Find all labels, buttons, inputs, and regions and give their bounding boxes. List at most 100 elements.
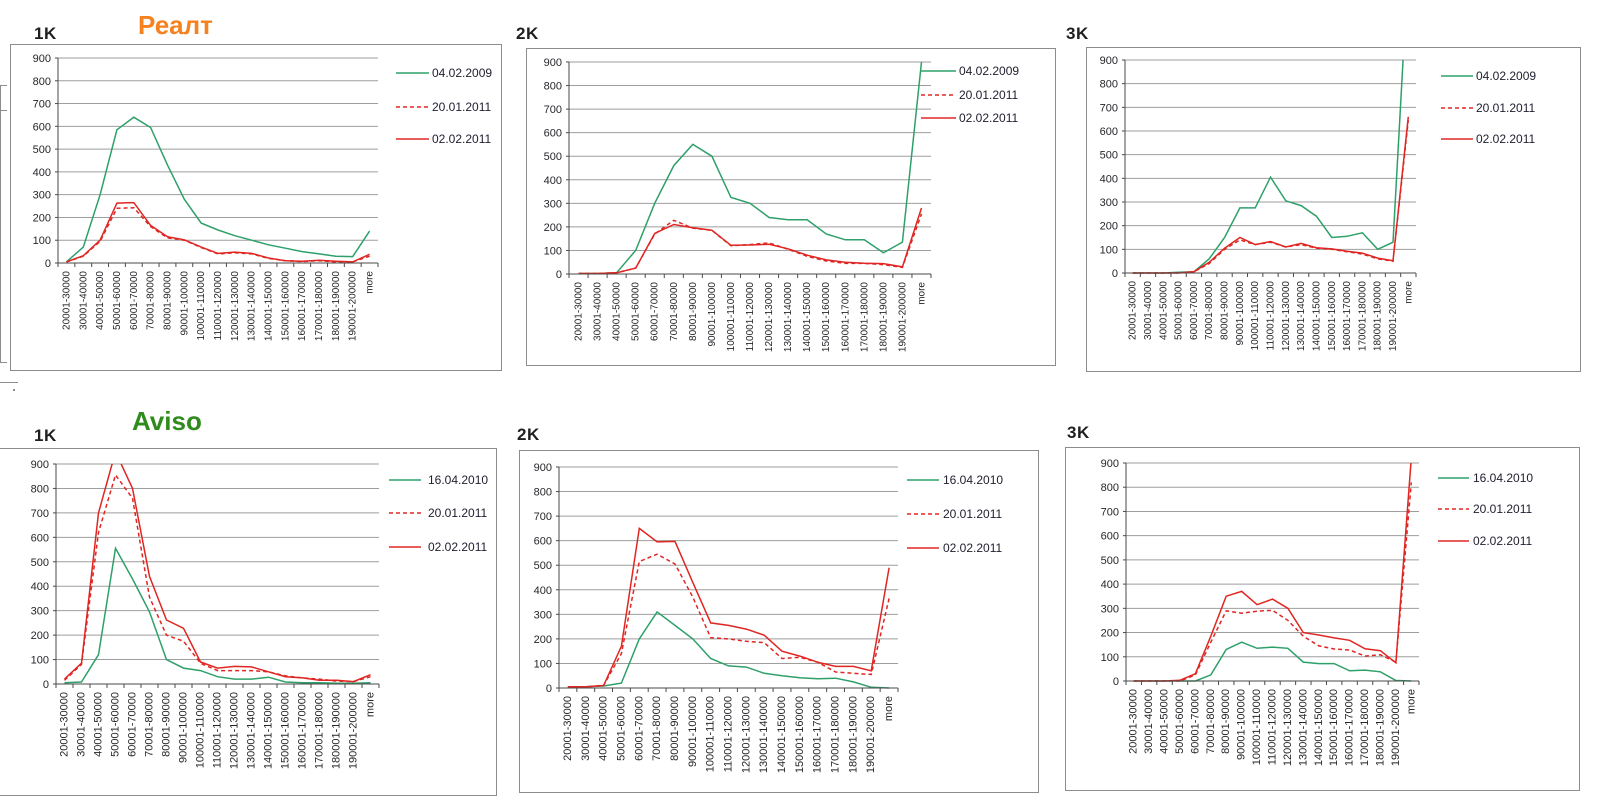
series-line-16.04.2010 bbox=[64, 546, 371, 685]
x-axis-label: 180001-190000 bbox=[1374, 689, 1386, 766]
x-axis-label: 120001-130000 bbox=[740, 696, 752, 773]
y-axis-label: 700 bbox=[31, 508, 49, 520]
x-axis-label: 170001-180000 bbox=[859, 282, 870, 353]
x-axis-label: 140001-150000 bbox=[263, 692, 275, 769]
y-axis-label: 800 bbox=[31, 483, 49, 495]
legend-label: 02.02.2011 bbox=[943, 541, 1002, 555]
x-axis-label: 20001-30000 bbox=[1128, 281, 1139, 340]
y-axis-label: 600 bbox=[31, 532, 49, 544]
legend: 16.04.2010 20.01.2011 02.02.2011 bbox=[907, 473, 1003, 555]
chart-canvas-aviso-1k: 0 100 200 300 400 500 600 700 800 900 20001-30000 3… bbox=[31, 459, 489, 769]
x-axis-label: 170001-180000 bbox=[830, 696, 842, 773]
x-axis-label: 40001-50000 bbox=[1158, 281, 1169, 340]
series-line-16.04.2010 bbox=[567, 610, 890, 689]
x-axis-label: 150001-160000 bbox=[821, 282, 832, 353]
x-axis-label: 120001-130000 bbox=[764, 282, 775, 353]
y-axis-label: 800 bbox=[534, 487, 552, 499]
y-axis-label: 700 bbox=[534, 511, 552, 523]
x-axis-label: 80001-90000 bbox=[669, 696, 681, 761]
series-line-04.02.2009 bbox=[1132, 60, 1404, 274]
window-edge-fragment bbox=[0, 362, 7, 363]
x-axis-label: 130001-140000 bbox=[1296, 281, 1307, 352]
x-axis-label: 160001-170000 bbox=[1344, 689, 1356, 766]
series-line-20.01.2011 bbox=[1133, 482, 1413, 682]
axes bbox=[566, 61, 932, 278]
y-axis-label: 500 bbox=[1101, 555, 1119, 567]
window-edge-fragment bbox=[0, 110, 7, 111]
y-axis-label: 200 bbox=[33, 212, 51, 224]
x-axis-label: 190001-200000 bbox=[348, 271, 359, 342]
window-edge-fragment bbox=[0, 382, 18, 383]
x-axis-label: 160001-170000 bbox=[297, 271, 308, 342]
x-axis-labels: 20001-30000 30001-40000 40001-50000 50001-6… bbox=[1128, 689, 1418, 766]
y-axis-label: 200 bbox=[1101, 628, 1119, 640]
x-axis-label: 100001-110000 bbox=[195, 692, 207, 768]
x-axis-label: 30001-40000 bbox=[76, 692, 88, 757]
x-axis-label: 180001-190000 bbox=[847, 696, 859, 773]
x-axis-label: 30001-40000 bbox=[1143, 281, 1154, 340]
y-axis-label: 100 bbox=[534, 658, 552, 670]
y-axis-label: 600 bbox=[534, 536, 552, 548]
y-axis-label: 100 bbox=[1101, 652, 1119, 664]
legend-label: 04.02.2009 bbox=[432, 66, 492, 80]
chart-size-label-aviso-2k: 2K bbox=[517, 425, 540, 444]
y-axis-label: 400 bbox=[33, 167, 51, 179]
x-axis-label: 20001-30000 bbox=[562, 696, 574, 761]
series-line-02.02.2011 bbox=[63, 464, 371, 683]
y-axis-label: 400 bbox=[1101, 579, 1119, 591]
series-line-02.02.2011 bbox=[66, 201, 370, 263]
y-axis-label: 900 bbox=[1101, 458, 1119, 470]
series-line-20.01.2011 bbox=[63, 473, 371, 683]
x-axis-label: more bbox=[883, 696, 895, 721]
x-axis-label: 180001-190000 bbox=[1373, 281, 1384, 352]
legend: 04.02.2009 20.01.2011 02.02.2011 bbox=[396, 66, 492, 146]
x-axis-label: 190001-200000 bbox=[1390, 689, 1402, 766]
legend: 16.04.2010 20.01.2011 02.02.2011 bbox=[1438, 471, 1533, 548]
x-axis-label: 60001-70000 bbox=[129, 271, 140, 330]
x-axis-label: 180001-190000 bbox=[331, 271, 342, 342]
x-axis-label: more bbox=[365, 692, 377, 717]
x-axis-label: 100001-110000 bbox=[196, 271, 207, 341]
y-axis-label: 300 bbox=[1101, 603, 1119, 615]
chart-aviso-2k: 0 100 200 300 400 500 600 700 800 900 20001-30000 3… bbox=[519, 450, 1039, 793]
group-title-realt: Реалт bbox=[138, 10, 213, 40]
x-axis-label: 50001-60000 bbox=[1174, 689, 1186, 754]
legend-label: 20.01.2011 bbox=[432, 100, 491, 114]
x-axis-label: 70001-80000 bbox=[651, 696, 663, 761]
x-axis-label: 30001-40000 bbox=[78, 271, 89, 330]
x-axis-label: 160001-170000 bbox=[812, 696, 824, 773]
legend: 16.04.2010 20.01.2011 02.02.2011 bbox=[389, 473, 488, 554]
x-axis-label: 110001-120000 bbox=[213, 271, 224, 341]
window-edge-fragment bbox=[13, 389, 15, 391]
x-axis-label: 30001-40000 bbox=[580, 696, 592, 761]
x-axis-label: 180001-190000 bbox=[878, 282, 889, 353]
window-edge-fragment bbox=[0, 85, 1, 363]
y-axis-label: 700 bbox=[1101, 506, 1119, 518]
x-axis-label: 120001-130000 bbox=[230, 271, 241, 342]
x-axis-label: 110001-120000 bbox=[723, 696, 735, 772]
x-axis-labels: 20001-30000 30001-40000 40001-50000 50001-6… bbox=[61, 271, 375, 342]
x-axis-label: 110001-120000 bbox=[745, 282, 756, 352]
x-axis-label: 100001-110000 bbox=[705, 696, 717, 772]
x-axis-label: 90001-100000 bbox=[1235, 281, 1246, 346]
y-axis-label: 500 bbox=[33, 144, 51, 156]
y-axis-label: 500 bbox=[31, 557, 49, 569]
chart-canvas-realt-1k: 0 100 200 300 400 500 600 700 800 900 20001-30000 3… bbox=[33, 53, 493, 342]
legend-label: 02.02.2011 bbox=[959, 111, 1018, 125]
legend-label: 20.01.2011 bbox=[1473, 502, 1532, 516]
y-axis-label: 0 bbox=[1113, 676, 1119, 688]
x-axis-label: 110001-120000 bbox=[1267, 689, 1279, 765]
x-axis-label: 30001-40000 bbox=[1143, 689, 1155, 754]
legend-label: 16.04.2010 bbox=[428, 473, 488, 487]
y-axis-label: 300 bbox=[544, 198, 562, 210]
x-axis-label: 50001-60000 bbox=[631, 282, 642, 341]
x-axis-label: 150001-160000 bbox=[280, 692, 292, 769]
x-axis-label: 20001-30000 bbox=[59, 692, 71, 757]
x-axis-label: 60001-70000 bbox=[1189, 281, 1200, 340]
y-axis-labels: 0 100 200 300 400 500 600 700 800 900 bbox=[1101, 458, 1119, 688]
y-axis-label: 400 bbox=[544, 175, 562, 187]
x-axis-label: 110001-120000 bbox=[212, 692, 224, 768]
legend-label: 20.01.2011 bbox=[428, 506, 487, 520]
x-axis-label: 170001-180000 bbox=[314, 692, 326, 769]
x-axis-label: 100001-110000 bbox=[1251, 689, 1263, 765]
